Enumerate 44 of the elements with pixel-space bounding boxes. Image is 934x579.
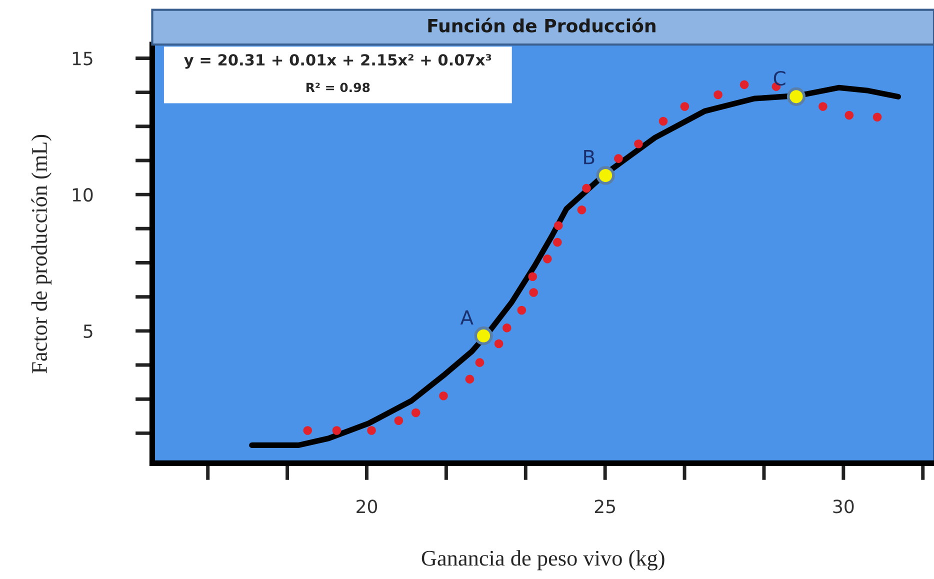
point	[517, 306, 526, 315]
point	[714, 90, 722, 100]
x-tick-label: 25	[594, 500, 615, 514]
x-axis-title: Ganancia de peso vivo (kg)	[422, 550, 664, 570]
point	[740, 80, 749, 90]
point	[680, 102, 690, 111]
point	[475, 358, 484, 367]
point	[502, 324, 512, 332]
y-tick-label: 5	[84, 324, 92, 338]
x-tick-label: 20	[356, 500, 378, 514]
annotation: A	[460, 310, 474, 325]
y-axis-title: Factor de producción (mL)	[31, 134, 52, 374]
point	[474, 326, 493, 346]
point	[494, 339, 504, 348]
point	[303, 426, 312, 435]
point	[394, 416, 404, 426]
point	[614, 154, 623, 163]
point	[554, 221, 563, 230]
chart-title: Función de Producción	[428, 18, 656, 32]
point	[439, 391, 448, 400]
point	[553, 238, 562, 247]
point	[582, 184, 591, 193]
point	[465, 374, 474, 384]
point	[528, 272, 538, 282]
annotation: y = 20.31 + 0.01x + 2.15x² + 0.07x³	[184, 54, 492, 69]
point	[411, 408, 420, 418]
annotation: R² = 0.98	[306, 82, 370, 92]
point	[658, 116, 668, 126]
annotation: B	[584, 150, 594, 164]
annotation: C	[774, 70, 786, 86]
point	[332, 426, 342, 435]
y-tick-label: 10	[72, 188, 93, 202]
x-tick-label: 30	[833, 500, 854, 514]
y-tick-label: 15	[72, 52, 92, 66]
point	[872, 112, 882, 122]
point	[634, 139, 643, 148]
point	[596, 166, 615, 185]
point	[543, 254, 552, 264]
point	[844, 110, 854, 120]
point	[818, 102, 828, 111]
point	[786, 87, 806, 106]
point	[529, 288, 538, 297]
point	[577, 205, 586, 214]
point	[367, 426, 376, 435]
